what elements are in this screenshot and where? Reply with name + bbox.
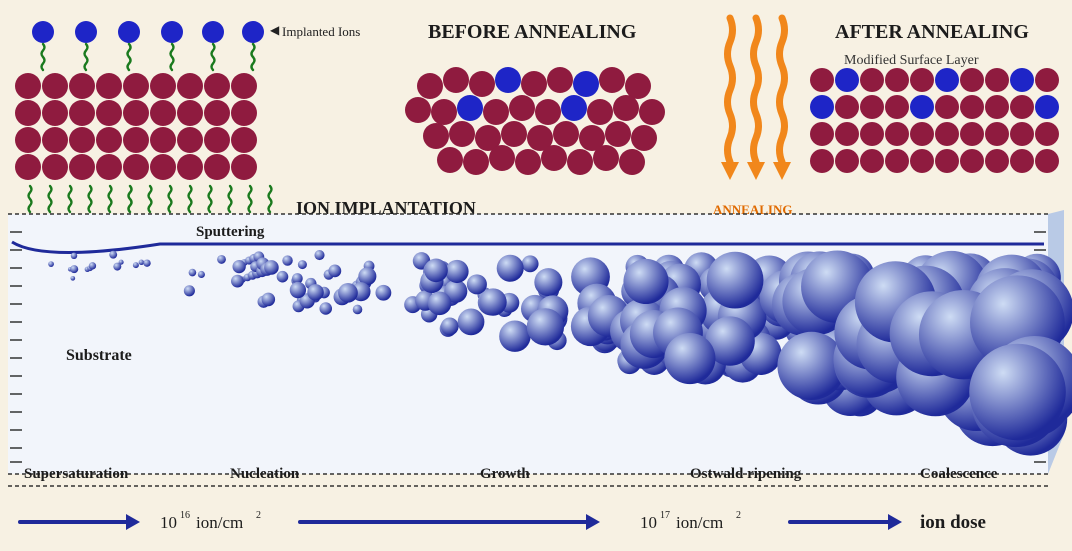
svg-text:10: 10	[640, 513, 657, 532]
svg-text:Coalescence: Coalescence	[920, 466, 998, 482]
svg-text:Supersaturation: Supersaturation	[24, 466, 129, 482]
svg-text:Implanted Ions: Implanted Ions	[282, 24, 360, 39]
svg-text:ion dose: ion dose	[920, 512, 986, 533]
svg-text:◀: ◀	[270, 23, 280, 37]
svg-text:Modified Surface Layer: Modified Surface Layer	[844, 53, 979, 68]
svg-text:2: 2	[256, 510, 261, 521]
svg-text:BEFORE ANNEALING: BEFORE ANNEALING	[428, 21, 637, 43]
svg-text:Ostwald ripening: Ostwald ripening	[690, 466, 802, 482]
svg-text:Substrate: Substrate	[66, 347, 132, 364]
diagram-root: ◀Implanted Ions BEFORE ANNEALING AFTER ANN…	[0, 0, 1072, 551]
svg-text:Nucleation: Nucleation	[230, 466, 300, 482]
svg-text:ion/cm: ion/cm	[676, 513, 723, 532]
svg-text:17: 17	[660, 510, 670, 521]
svg-text:Growth: Growth	[480, 466, 530, 482]
svg-text:ion/cm: ion/cm	[196, 513, 243, 532]
svg-text:10: 10	[160, 513, 177, 532]
svg-text:2: 2	[736, 510, 741, 521]
svg-text:AFTER ANNEALING: AFTER ANNEALING	[835, 21, 1029, 43]
svg-text:16: 16	[180, 510, 190, 521]
svg-text:Sputtering: Sputtering	[196, 224, 265, 240]
